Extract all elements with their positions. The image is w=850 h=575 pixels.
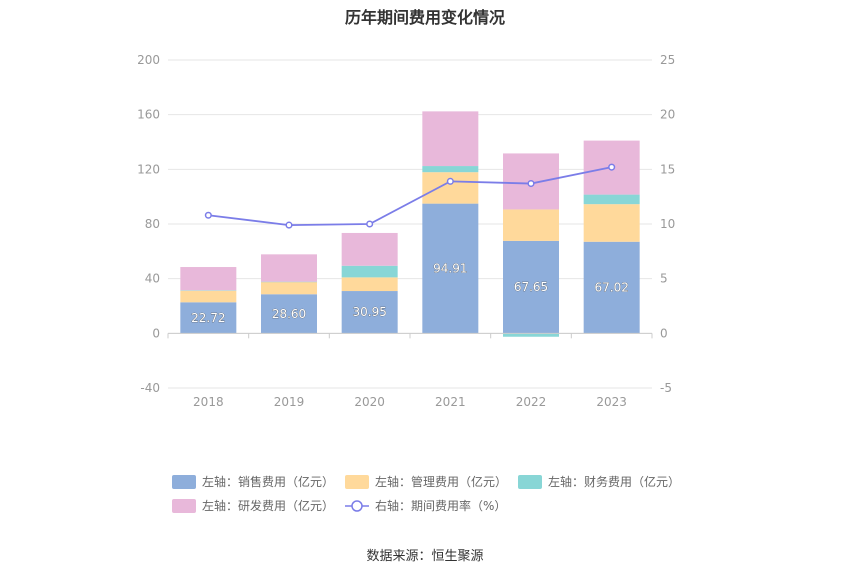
line-point [527, 179, 535, 188]
source-note: 数据来源：恒生聚源 [366, 549, 484, 564]
line-point [446, 177, 454, 185]
x-axis-tick-label: 2019 [274, 395, 305, 409]
bar [261, 254, 317, 282]
left-axis-tick-label: 40 [145, 272, 160, 286]
legend-line-marker [351, 500, 363, 512]
left-axis-tick-label: -40 [140, 381, 160, 395]
bar [261, 294, 317, 334]
left-axis-tick-label: 80 [145, 217, 160, 231]
left-axis-tick-label: 0 [152, 326, 160, 340]
bar [341, 265, 398, 278]
legend-swatch [345, 475, 369, 489]
bar [422, 203, 479, 334]
bar [422, 111, 479, 167]
legend-label: 左轴：财务费用（亿元） [548, 474, 680, 489]
right-axis-tick-label: -5 [660, 381, 672, 395]
chart-title: 历年期间费用变化情况 [344, 8, 505, 27]
line-point [608, 163, 616, 171]
right-axis-tick-label: 15 [660, 162, 675, 176]
bar [341, 291, 398, 334]
bar-data-label: 30.95 [352, 305, 386, 319]
bar [583, 204, 640, 242]
bar [180, 290, 237, 291]
bar [261, 281, 317, 295]
bar-data-label: 22.72 [191, 311, 225, 325]
legend-label: 左轴：研发费用（亿元） [202, 498, 334, 513]
x-axis-tick-label: 2018 [193, 395, 224, 409]
x-axis-tick-label: 2022 [516, 395, 547, 409]
bar [583, 194, 640, 205]
bar-data-label: 94.91 [433, 261, 467, 275]
bar [422, 166, 479, 173]
right-axis-tick-label: 0 [660, 326, 668, 340]
legend-label: 右轴：期间费用率（%） [375, 498, 506, 513]
series-line [208, 166, 612, 226]
legend-label: 左轴：管理费用（亿元） [375, 474, 507, 489]
line-point [204, 211, 212, 219]
bar [503, 209, 559, 241]
bar-data-label: 28.60 [272, 307, 306, 321]
x-axis-tick-label: 2023 [596, 395, 627, 409]
right-axis-tick-label: 10 [660, 217, 675, 231]
bar [341, 277, 398, 292]
right-axis-tick-label: 25 [660, 53, 675, 67]
bar [341, 232, 398, 266]
bar [180, 302, 237, 334]
bar-data-label: 67.02 [594, 281, 628, 295]
x-axis-tick-label: 2020 [354, 395, 385, 409]
x-axis-tick-label: 2021 [435, 395, 466, 409]
legend-swatch [172, 475, 196, 489]
bar [503, 240, 559, 334]
bar [180, 267, 237, 291]
legend-swatch [518, 475, 542, 489]
line-point [366, 220, 374, 228]
bar [583, 241, 640, 334]
legend-swatch [172, 499, 196, 513]
left-axis-tick-label: 120 [137, 162, 160, 176]
bar [261, 281, 317, 283]
bar [180, 290, 237, 303]
legend-label: 左轴：销售费用（亿元） [202, 474, 334, 489]
right-axis-tick-label: 5 [660, 272, 668, 286]
bar [422, 172, 479, 204]
left-axis-tick-label: 200 [137, 53, 160, 67]
left-axis-tick-label: 160 [137, 108, 160, 122]
bar-data-label: 67.65 [514, 280, 548, 294]
bar [503, 333, 559, 337]
right-axis-tick-label: 20 [660, 108, 675, 122]
line-point [285, 221, 293, 229]
